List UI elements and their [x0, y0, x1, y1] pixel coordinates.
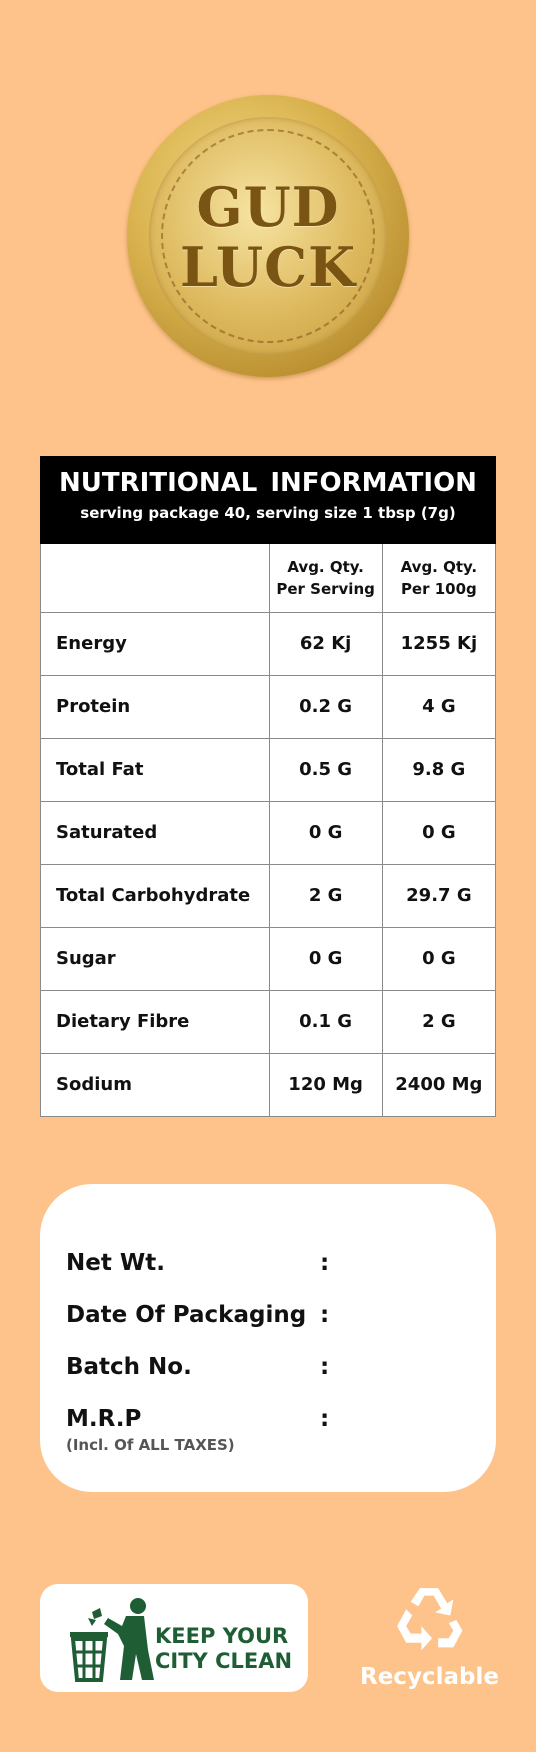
per-100g-value: 2 G	[381, 989, 497, 1054]
per-100g-value: 9.8 G	[381, 737, 497, 802]
nutrition-grid: Avg. Qty. Per Serving Avg. Qty. Per 100g…	[40, 544, 497, 1117]
table-header-row: Avg. Qty. Per Serving Avg. Qty. Per 100g	[40, 544, 497, 613]
keep-clean-line1: KEEP YOUR	[155, 1624, 289, 1648]
per-serving-value: 0 G	[268, 800, 383, 865]
date-of-packaging-label: Date Of Packaging	[66, 1302, 307, 1328]
header-per-serving-line2: Per Serving	[276, 579, 375, 598]
brand-seal: GUD LUCK	[127, 95, 409, 377]
per-serving-value: 0.5 G	[268, 737, 383, 802]
per-serving-value: 0 G	[268, 926, 383, 991]
trash-bin-person-icon	[70, 1598, 154, 1682]
per-100g-value: 4 G	[381, 674, 497, 739]
mrp-colon: :	[320, 1406, 330, 1432]
net-weight-colon: :	[320, 1250, 330, 1276]
recycle-icon	[397, 1588, 463, 1651]
mrp-label: M.R.P	[66, 1406, 142, 1432]
date-of-packaging-colon: :	[320, 1302, 330, 1328]
recyclable-label: Recyclable	[360, 1664, 499, 1690]
table-row: Total Fat 0.5 G 9.8 G	[40, 737, 497, 802]
nutrition-title: NUTRITIONAL INFORMATION	[59, 468, 477, 498]
per-serving-value: 120 Mg	[268, 1052, 383, 1117]
keep-city-clean-badge: KEEP YOUR CITY CLEAN	[40, 1584, 308, 1692]
nutrition-subtitle: serving package 40, serving size 1 tbsp …	[80, 504, 456, 522]
brand-name-line2: LUCK	[179, 235, 357, 299]
per-100g-value: 0 G	[381, 800, 497, 865]
per-100g-value: 29.7 G	[381, 863, 497, 928]
mrp-tax-note: (Incl. Of ALL TAXES)	[66, 1436, 235, 1454]
seal-dashed-ring	[161, 129, 375, 343]
keep-clean-line2: CITY CLEAN	[155, 1649, 293, 1673]
header-per-serving: Avg. Qty. Per Serving	[268, 544, 383, 613]
batch-no-colon: :	[320, 1354, 330, 1380]
header-per-100g-line1: Avg. Qty.	[400, 557, 478, 576]
nutrient-label: Saturated	[40, 800, 270, 865]
seal-inner	[149, 117, 387, 355]
nutrient-label: Energy	[40, 611, 270, 676]
table-row: Dietary Fibre 0.1 G 2 G	[40, 989, 497, 1054]
packaging-info-card: Net Wt. : Date Of Packaging : Batch No. …	[40, 1184, 496, 1492]
nutrient-label: Total Carbohydrate	[40, 863, 270, 928]
nutrient-label: Total Fat	[40, 737, 270, 802]
nutrient-label: Dietary Fibre	[40, 989, 270, 1054]
table-row: Protein 0.2 G 4 G	[40, 674, 497, 739]
batch-no-label: Batch No.	[66, 1354, 192, 1380]
table-row: Sodium 120 Mg 2400 Mg	[40, 1052, 497, 1117]
header-blank-cell	[40, 544, 270, 613]
nutrition-header: NUTRITIONAL INFORMATION serving package …	[40, 456, 496, 544]
table-row: Saturated 0 G 0 G	[40, 800, 497, 865]
header-per-100g: Avg. Qty. Per 100g	[381, 544, 497, 613]
net-weight-label: Net Wt.	[66, 1250, 165, 1276]
per-serving-value: 2 G	[268, 863, 383, 928]
per-100g-value: 1255 Kj	[381, 611, 497, 676]
table-row: Energy 62 Kj 1255 Kj	[40, 611, 497, 676]
per-serving-value: 0.2 G	[268, 674, 383, 739]
nutrient-label: Protein	[40, 674, 270, 739]
header-per-100g-line2: Per 100g	[400, 579, 477, 598]
per-serving-value: 62 Kj	[268, 611, 383, 676]
table-row: Sugar 0 G 0 G	[40, 926, 497, 991]
brand-name-line1: GUD	[196, 175, 340, 239]
keep-clean-text: KEEP YOUR CITY CLEAN	[155, 1624, 292, 1674]
nutrient-label: Sodium	[40, 1052, 270, 1117]
per-100g-value: 2400 Mg	[381, 1052, 497, 1117]
table-row: Total Carbohydrate 2 G 29.7 G	[40, 863, 497, 928]
nutrient-label: Sugar	[40, 926, 270, 991]
header-per-serving-line1: Avg. Qty.	[287, 557, 364, 576]
nutrition-table: NUTRITIONAL INFORMATION serving package …	[40, 456, 497, 1117]
per-100g-value: 0 G	[381, 926, 497, 991]
per-serving-value: 0.1 G	[268, 989, 383, 1054]
